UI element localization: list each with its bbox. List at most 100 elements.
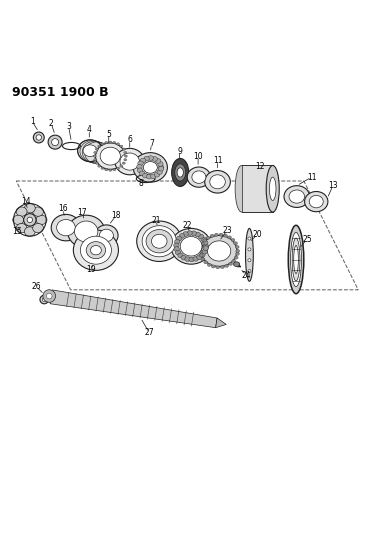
Ellipse shape <box>33 223 44 233</box>
Ellipse shape <box>46 293 52 299</box>
Ellipse shape <box>124 159 127 161</box>
Ellipse shape <box>200 253 205 257</box>
Ellipse shape <box>229 262 232 265</box>
Text: 2: 2 <box>49 119 53 128</box>
Text: 22: 22 <box>183 221 192 230</box>
Ellipse shape <box>67 215 105 248</box>
Ellipse shape <box>248 237 251 240</box>
Ellipse shape <box>93 155 96 157</box>
Ellipse shape <box>309 196 323 208</box>
Ellipse shape <box>146 230 172 253</box>
Ellipse shape <box>95 148 98 150</box>
Ellipse shape <box>36 215 47 224</box>
Ellipse shape <box>151 174 156 179</box>
Ellipse shape <box>157 169 163 174</box>
Text: 6: 6 <box>127 135 132 144</box>
Ellipse shape <box>74 221 98 242</box>
Ellipse shape <box>305 191 328 212</box>
Ellipse shape <box>216 265 220 269</box>
Ellipse shape <box>73 230 119 270</box>
Ellipse shape <box>142 225 176 257</box>
Ellipse shape <box>83 145 97 157</box>
Ellipse shape <box>33 207 44 216</box>
Ellipse shape <box>201 257 205 261</box>
Ellipse shape <box>179 233 185 238</box>
Ellipse shape <box>225 264 229 268</box>
Ellipse shape <box>187 231 192 236</box>
Ellipse shape <box>228 236 232 239</box>
Ellipse shape <box>195 232 200 237</box>
Ellipse shape <box>158 161 163 166</box>
Ellipse shape <box>235 246 239 248</box>
Ellipse shape <box>16 223 27 233</box>
Text: 14: 14 <box>21 198 30 206</box>
Ellipse shape <box>289 190 305 203</box>
Ellipse shape <box>180 237 202 256</box>
Text: 10: 10 <box>193 151 203 160</box>
Ellipse shape <box>192 171 206 183</box>
Text: 11: 11 <box>213 156 222 165</box>
Ellipse shape <box>219 233 223 236</box>
Ellipse shape <box>203 244 209 248</box>
Ellipse shape <box>199 250 202 253</box>
Polygon shape <box>242 165 273 212</box>
Ellipse shape <box>234 242 238 245</box>
Ellipse shape <box>189 257 194 262</box>
Ellipse shape <box>124 155 128 157</box>
Ellipse shape <box>95 225 118 246</box>
Ellipse shape <box>223 234 227 237</box>
Text: 12: 12 <box>255 161 265 171</box>
Ellipse shape <box>101 167 104 169</box>
Ellipse shape <box>205 171 230 193</box>
Ellipse shape <box>80 236 112 264</box>
Text: 21: 21 <box>151 216 161 225</box>
Ellipse shape <box>197 255 202 260</box>
Ellipse shape <box>122 148 125 150</box>
Ellipse shape <box>113 168 116 171</box>
Polygon shape <box>50 290 217 328</box>
Ellipse shape <box>215 233 218 236</box>
Ellipse shape <box>27 217 32 223</box>
Ellipse shape <box>51 139 58 146</box>
Ellipse shape <box>94 159 97 161</box>
Ellipse shape <box>266 165 279 212</box>
Ellipse shape <box>101 143 104 145</box>
Ellipse shape <box>178 253 183 258</box>
Ellipse shape <box>171 229 211 264</box>
Ellipse shape <box>202 240 208 245</box>
Ellipse shape <box>98 145 101 148</box>
Ellipse shape <box>198 234 204 239</box>
Ellipse shape <box>175 164 186 181</box>
Ellipse shape <box>236 249 240 253</box>
Ellipse shape <box>294 246 298 273</box>
Ellipse shape <box>292 238 300 281</box>
Ellipse shape <box>234 262 240 266</box>
Ellipse shape <box>43 290 55 302</box>
Ellipse shape <box>78 140 103 161</box>
Text: 26: 26 <box>32 282 41 291</box>
Ellipse shape <box>235 165 248 212</box>
Ellipse shape <box>151 234 167 248</box>
Ellipse shape <box>113 141 116 144</box>
Ellipse shape <box>99 229 113 241</box>
Ellipse shape <box>232 260 236 263</box>
Ellipse shape <box>199 254 203 257</box>
Ellipse shape <box>210 235 214 237</box>
Text: 18: 18 <box>111 212 121 221</box>
Ellipse shape <box>105 168 108 171</box>
Ellipse shape <box>234 256 238 259</box>
Text: 25: 25 <box>302 235 312 244</box>
Ellipse shape <box>109 141 112 143</box>
Ellipse shape <box>200 242 204 245</box>
Text: 5: 5 <box>106 130 111 139</box>
Ellipse shape <box>174 243 179 248</box>
Ellipse shape <box>40 295 48 304</box>
Ellipse shape <box>248 259 251 262</box>
Ellipse shape <box>210 175 225 189</box>
Ellipse shape <box>13 215 24 224</box>
Text: 19: 19 <box>86 265 96 274</box>
Text: 23: 23 <box>222 226 232 235</box>
Ellipse shape <box>207 241 231 261</box>
Ellipse shape <box>120 165 123 167</box>
Text: 15: 15 <box>12 227 22 236</box>
